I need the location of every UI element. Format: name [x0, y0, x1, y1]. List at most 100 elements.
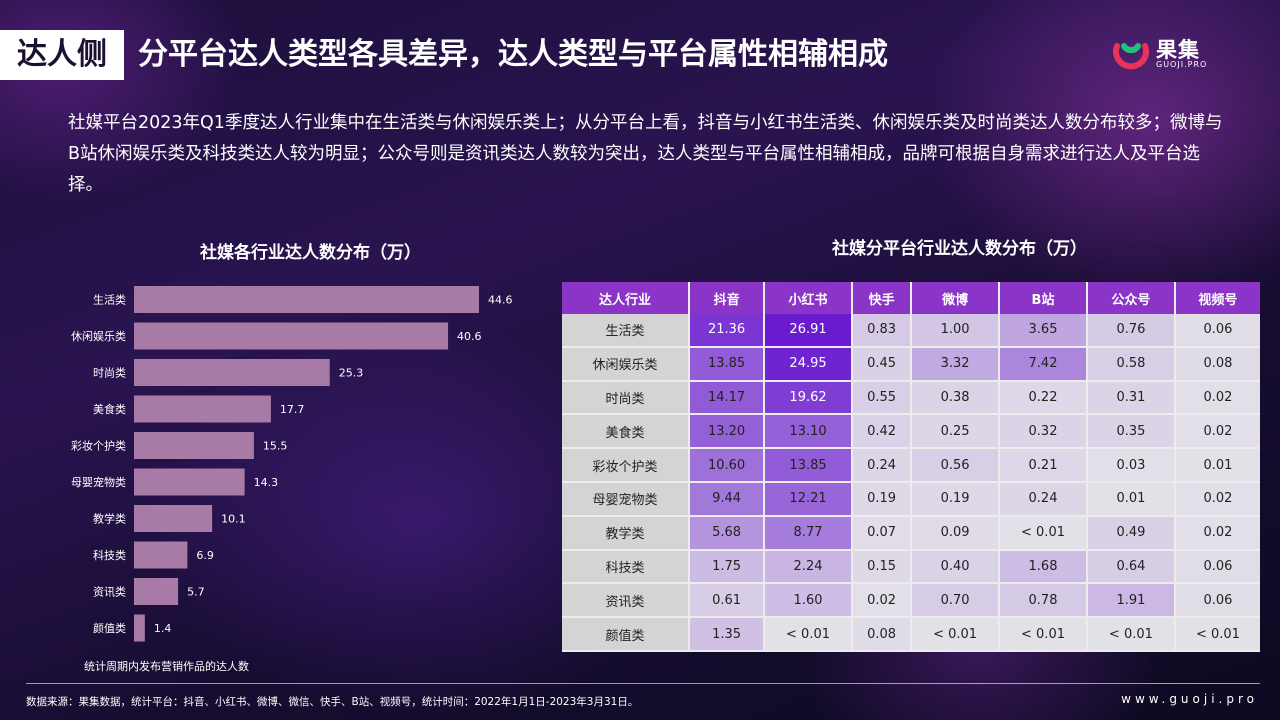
- table-cell: 0.01: [1087, 482, 1176, 517]
- table-cell: 0.02: [1175, 381, 1260, 416]
- table-cell: 1.68: [1000, 550, 1088, 585]
- bar-mark: [134, 541, 188, 569]
- data-source-note: 数据来源：果集数据，统计平台：抖音、小红书、微博、微信、快手、B站、视频号，统计…: [26, 696, 639, 708]
- table-cell: 0.06: [1175, 584, 1260, 619]
- table-row: 科技类 1.75 2.24 0.15 0.40 1.68 0.64 0.06: [562, 550, 1260, 585]
- bar-value-label: 10.1: [221, 513, 246, 526]
- table-cell: 0.78: [1000, 584, 1088, 619]
- table-cell: 0.64: [1087, 550, 1176, 585]
- table-cell: 0.58: [1087, 347, 1176, 382]
- table-row-header: 教学类: [562, 516, 691, 551]
- table-row: 颜值类 1.35 < 0.01 0.08 < 0.01 < 0.01 < 0.01 < 0.0…: [562, 618, 1260, 652]
- bar-value-label: 40.6: [457, 330, 482, 343]
- table-row-header: 母婴宠物类: [562, 482, 691, 517]
- table-cell: 0.76: [1087, 314, 1176, 348]
- bar-category-label: 彩妆个护类: [71, 439, 126, 453]
- guoji-logo-icon: [1113, 43, 1149, 70]
- table-cell: 1.35: [690, 618, 766, 652]
- table-row-header: 颜值类: [562, 618, 691, 652]
- bar-mark: [134, 322, 449, 350]
- table-cell: 0.19: [912, 482, 1001, 517]
- bar-mark: [134, 505, 213, 532]
- table-cell: < 0.01: [1000, 516, 1088, 551]
- bar-category-label: 母婴宠物类: [71, 475, 126, 489]
- bar-chart-note: 统计周期内发布营销作品的达人数: [84, 660, 249, 673]
- intro-paragraph: 社媒平台2023年Q1季度达人行业集中在生活类与休闲娱乐类上；从分平台上看，抖音…: [68, 113, 1223, 195]
- table-cell: 0.08: [852, 618, 913, 652]
- table-cell: 13.20: [690, 415, 766, 450]
- industry-bar-chart: 生活类 44.6 休闲娱乐类 40.6 时尚类 25.3 美食类 17.7 彩妆个护类 15.5 母…: [71, 286, 513, 642]
- table-cell: 1.00: [912, 314, 1001, 348]
- table-title: 社媒分平台行业达人数分布（万）: [832, 239, 1087, 259]
- table-cell: 19.62: [765, 381, 853, 416]
- table-row: 教学类 5.68 8.77 0.07 0.09 < 0.01 0.49 0.02: [562, 516, 1260, 551]
- table-cell: 0.01: [1175, 449, 1260, 483]
- logo-text-en: GUOJI.PRO: [1156, 60, 1208, 69]
- table-column-header: 公众号: [1087, 282, 1176, 314]
- table-cell: 0.24: [1000, 482, 1088, 517]
- table-cell: 0.38: [912, 381, 1001, 416]
- table-column-header: 视频号: [1175, 282, 1260, 314]
- table-cell: 0.06: [1175, 550, 1260, 585]
- bar-category-label: 生活类: [93, 293, 126, 307]
- table-cell: 0.32: [1000, 415, 1088, 450]
- table-cell: 24.95: [765, 347, 853, 382]
- table-cell: 3.32: [912, 347, 1001, 382]
- table-row-header: 科技类: [562, 550, 691, 585]
- table-row: 彩妆个护类 10.60 13.85 0.24 0.56 0.21 0.03 0.01: [562, 449, 1260, 483]
- bar-chart-title: 社媒各行业达人数分布（万）: [200, 243, 421, 263]
- table-cell: 2.24: [765, 550, 853, 585]
- table-cell: < 0.01: [912, 618, 1001, 652]
- table-row-header: 生活类: [562, 314, 691, 348]
- page-title: 分平台达人类型各具差异，达人类型与平台属性相辅相成: [138, 37, 888, 72]
- table-row: 美食类 13.20 13.10 0.42 0.25 0.32 0.35 0.02: [562, 415, 1260, 450]
- table-cell: 0.49: [1087, 516, 1176, 551]
- bar-value-label: 5.7: [187, 586, 205, 599]
- table-cell: 0.31: [1087, 381, 1176, 416]
- bar-mark: [134, 286, 479, 313]
- table-cell: 21.36: [690, 314, 766, 348]
- table-cell: 0.56: [912, 449, 1001, 483]
- table-cell: < 0.01: [1087, 618, 1176, 652]
- table-cell: < 0.01: [1000, 618, 1088, 652]
- bar-mark: [134, 432, 254, 459]
- bar-category-label: 资讯类: [93, 585, 126, 599]
- table-cell: 10.60: [690, 449, 766, 483]
- table-row-header: 彩妆个护类: [562, 449, 691, 483]
- table-cell: 26.91: [765, 314, 853, 348]
- table-cell: 0.83: [852, 314, 913, 348]
- table-row-header: 资讯类: [562, 584, 691, 619]
- table-row-header: 美食类: [562, 415, 691, 450]
- brand-logo: 果集 GUOJI.PRO: [1112, 34, 1232, 74]
- table-cell: 0.02: [852, 584, 913, 619]
- table-cell: 0.55: [852, 381, 913, 416]
- table-cell: 0.24: [852, 449, 913, 483]
- table-cell: 0.08: [1175, 347, 1260, 382]
- table-row: 母婴宠物类 9.44 12.21 0.19 0.19 0.24 0.01 0.02: [562, 482, 1260, 517]
- table-column-header: B站: [1000, 282, 1088, 314]
- table-column-header: 小红书: [765, 282, 853, 314]
- table-cell: 0.70: [912, 584, 1001, 619]
- table-cell: 0.03: [1087, 449, 1176, 483]
- table-column-header: 微博: [912, 282, 1001, 314]
- bar-category-label: 休闲娱乐类: [71, 329, 126, 343]
- table-cell: 1.91: [1087, 584, 1176, 619]
- table-cell: 9.44: [690, 482, 766, 517]
- table-cell: 13.85: [690, 347, 766, 382]
- table-cell: 0.61: [690, 584, 766, 619]
- table-cell: 5.68: [690, 516, 766, 551]
- table-cell: 0.45: [852, 347, 913, 382]
- table-cell: 0.35: [1087, 415, 1176, 450]
- table-cell: 7.42: [1000, 347, 1088, 382]
- bar-mark: [134, 395, 271, 423]
- table-cell: 13.85: [765, 449, 853, 483]
- logo-text-cn: 果集: [1156, 38, 1200, 62]
- bar-mark: [134, 578, 179, 605]
- table-row: 资讯类 0.61 1.60 0.02 0.70 0.78 1.91 0.06: [562, 584, 1260, 619]
- table-cell: 0.19: [852, 482, 913, 517]
- platform-heatmap-table: 达人行业 抖音 小红书 快手 微博 B站 公众号 视频号 生活类 21.36 26.91 0.83 1…: [562, 282, 1260, 652]
- table-cell: < 0.01: [1175, 618, 1260, 652]
- bar-value-label: 6.9: [196, 549, 214, 562]
- bar-value-label: 1.4: [154, 622, 172, 635]
- bar-value-label: 25.3: [339, 367, 364, 380]
